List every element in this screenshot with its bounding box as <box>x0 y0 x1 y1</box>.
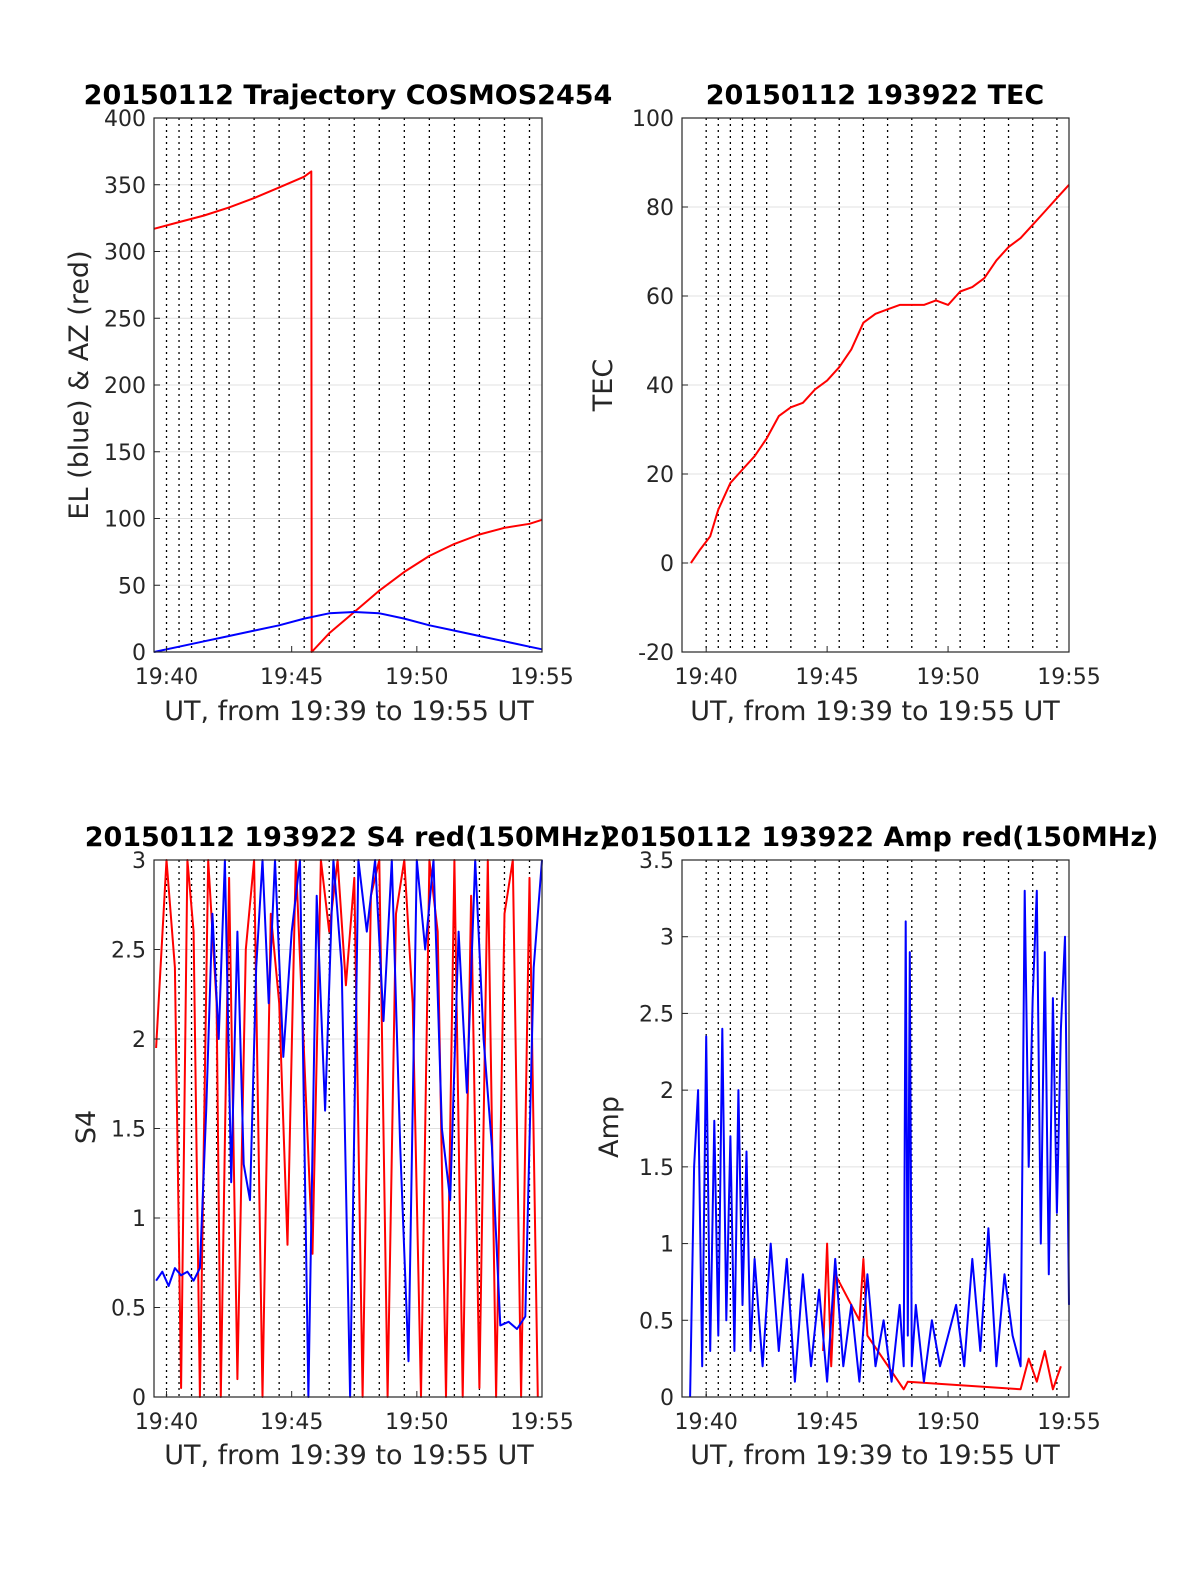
trajectory-y-tick-label: 250 <box>104 307 146 332</box>
s4-y-axis-label: S4 <box>71 1110 102 1144</box>
tec-plot-area: -20 0 20 40 60 80 100 19:40 19:45 19:50 19:55 <box>632 107 1101 690</box>
tec-series-line <box>690 184 1070 564</box>
amp-y-tick-label: 3 <box>660 926 674 951</box>
amp-y-tick-label: 1.5 <box>639 1156 674 1181</box>
amp-y-tick-label: 1 <box>660 1233 674 1258</box>
amp-axes-frame <box>681 859 1070 1398</box>
tec-y-tick-label: 0 <box>660 552 674 577</box>
trajectory-y-axis-label: EL (blue) & AZ (red) <box>64 250 95 519</box>
trajectory-y-tick-label: 400 <box>104 107 146 132</box>
s4-y-tick-label: 0.5 <box>111 1297 146 1322</box>
s4-title: 20150112 193922 S4 red(150MHz) <box>85 822 612 853</box>
panel-trajectory: 20150112 Trajectory COSMOS2454 0 50 100 150… <box>64 80 612 727</box>
tec-x-axis-label: UT, from 19:39 to 19:55 UT <box>690 696 1060 727</box>
tec-y-tick-label: 20 <box>646 463 674 488</box>
tec-x-tick-label: 19:50 <box>916 665 979 690</box>
trajectory-x-tick-label: 19:50 <box>385 665 448 690</box>
s4-series-line <box>155 859 543 1398</box>
tec-x-tick-label: 19:55 <box>1037 665 1100 690</box>
panel-amp: 20150112 193922 Amp red(150MHz) 0 0.5 1 1.5… <box>594 822 1158 1471</box>
trajectory-y-tick-label: 200 <box>104 374 146 399</box>
s4-plot-area: 0 0.5 1 1.5 2 2.5 3 19:40 19:45 19:50 19:55 <box>111 849 574 1435</box>
amp-y-tick-label: 2.5 <box>639 1002 674 1027</box>
tec-y-tick-label: 80 <box>646 196 674 221</box>
s4-y-tick-label: 2.5 <box>111 939 146 964</box>
tec-x-tick-label: 19:45 <box>795 665 858 690</box>
s4-x-tick-label: 19:50 <box>385 1410 448 1435</box>
amp-title: 20150112 193922 Amp red(150MHz) <box>602 822 1159 853</box>
tec-y-tick-label: 100 <box>632 107 674 132</box>
s4-y-tick-label: 3 <box>132 849 146 874</box>
trajectory-y-tick-label: 100 <box>104 508 146 533</box>
tec-y-axis-label: TEC <box>588 359 619 412</box>
s4-x-axis-label: UT, from 19:39 to 19:55 UT <box>164 1440 534 1471</box>
panel-s4: 20150112 193922 S4 red(150MHz) 0 0.5 1 1.5 2… <box>71 822 611 1471</box>
trajectory-x-tick-label: 19:40 <box>135 665 198 690</box>
s4-x-tick-label: 19:45 <box>260 1410 323 1435</box>
amp-x-tick-label: 19:50 <box>916 1410 979 1435</box>
amp-y-tick-label: 3.5 <box>639 849 674 874</box>
amp-y-tick-label: 2 <box>660 1079 674 1104</box>
amp-series-line <box>822 1242 1062 1391</box>
trajectory-y-tick-label: 50 <box>118 574 146 599</box>
trajectory-x-axis-label: UT, from 19:39 to 19:55 UT <box>164 696 534 727</box>
trajectory-plot-area: 0 50 100 150 200 250 300 350 400 19:40 19:45 19:50 1… <box>104 107 574 690</box>
trajectory-y-tick-label: 300 <box>104 241 146 266</box>
trajectory-title: 20150112 Trajectory COSMOS2454 <box>84 80 613 111</box>
trajectory-x-tick-label: 19:55 <box>510 665 573 690</box>
amp-x-tick-label: 19:45 <box>795 1410 858 1435</box>
tec-y-tick-label: 60 <box>646 285 674 310</box>
s4-y-tick-label: 0 <box>132 1386 146 1411</box>
s4-x-tick-label: 19:40 <box>135 1410 198 1435</box>
trajectory-y-tick-label: 150 <box>104 441 146 466</box>
amp-series-line <box>689 889 1070 1398</box>
s4-y-tick-label: 1 <box>132 1207 146 1232</box>
trajectory-y-tick-label: 0 <box>132 641 146 666</box>
amp-y-tick-label: 0 <box>660 1386 674 1411</box>
tec-y-tick-label: -20 <box>638 641 674 666</box>
amp-y-tick-label: 0.5 <box>639 1309 674 1334</box>
tec-x-tick-label: 19:40 <box>674 665 737 690</box>
s4-y-tick-label: 2 <box>132 1028 146 1053</box>
trajectory-x-tick-label: 19:45 <box>260 665 323 690</box>
amp-y-axis-label: Amp <box>594 1096 625 1158</box>
trajectory-y-tick-label: 350 <box>104 174 146 199</box>
tec-y-tick-label: 40 <box>646 374 674 399</box>
amp-x-tick-label: 19:40 <box>674 1410 737 1435</box>
trajectory-series-line <box>153 611 543 653</box>
tec-title: 20150112 193922 TEC <box>706 80 1045 111</box>
amp-axes-background <box>682 860 1069 1397</box>
panel-tec: 20150112 193922 TEC -20 0 20 40 60 80 100 19:40… <box>588 80 1101 727</box>
trajectory-series-line <box>153 170 543 653</box>
amp-plot-area: 0 0.5 1 1.5 2 2.5 3 3.5 19:40 19:45 19:50 19:55 <box>639 849 1101 1435</box>
amp-x-axis-label: UT, from 19:39 to 19:55 UT <box>690 1440 1060 1471</box>
s4-y-tick-label: 1.5 <box>111 1118 146 1143</box>
amp-x-tick-label: 19:55 <box>1037 1410 1100 1435</box>
s4-x-tick-label: 19:55 <box>510 1410 573 1435</box>
